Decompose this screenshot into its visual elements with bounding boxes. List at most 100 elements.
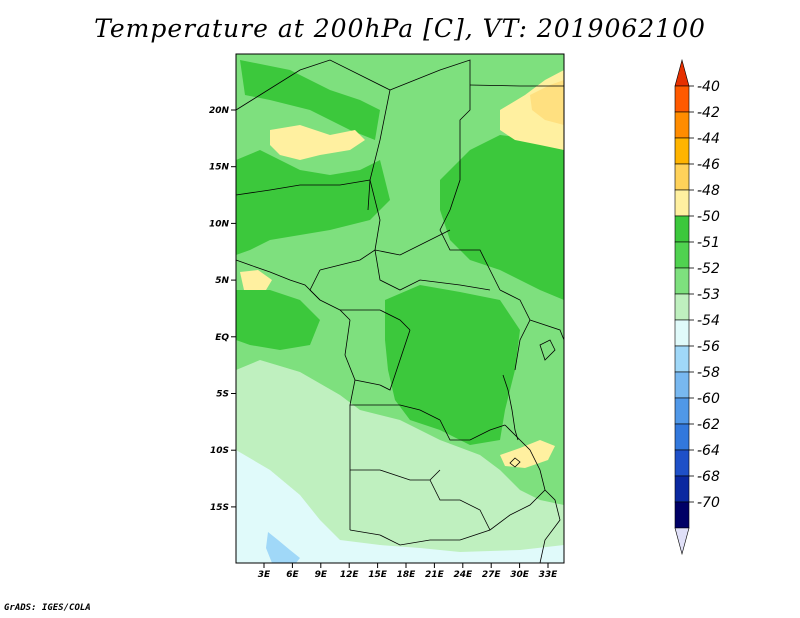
legend-swatch xyxy=(674,163,690,191)
lon-label: 30E xyxy=(510,570,530,580)
lon-label: 15E xyxy=(368,570,388,580)
legend-label: -46 xyxy=(697,157,720,173)
legend-label: -64 xyxy=(697,443,720,459)
legend-label: -56 xyxy=(697,339,720,355)
field-region-52-congo xyxy=(385,285,520,445)
map-title: Temperature at 200hPa [C], VT: 201906210… xyxy=(94,14,706,43)
lat-label: 5S xyxy=(216,390,229,400)
legend-label: -42 xyxy=(697,105,720,121)
coastline xyxy=(235,259,321,301)
border-line xyxy=(429,479,491,531)
border-line xyxy=(235,59,391,211)
legend-swatch xyxy=(674,449,690,477)
field-region-50-west xyxy=(240,270,272,290)
legend-swatch xyxy=(674,111,690,139)
field-region-52-west xyxy=(236,150,390,255)
border-line xyxy=(389,59,471,211)
border-line xyxy=(349,529,460,546)
legend-swatch xyxy=(674,397,690,425)
lake-outline xyxy=(539,339,556,361)
field-region-56 xyxy=(236,450,564,563)
legend-swatch xyxy=(674,215,690,243)
legend-label: -60 xyxy=(697,391,720,407)
legend-swatch xyxy=(674,501,690,529)
field-region-54-south xyxy=(236,360,564,563)
lon-label: 12E xyxy=(340,570,360,580)
legend-label: -48 xyxy=(697,183,720,199)
legend-swatch xyxy=(674,293,690,321)
legend-swatch xyxy=(674,85,690,113)
lon-label: 6E xyxy=(286,570,299,580)
lon-label: 18E xyxy=(397,570,417,580)
border-line xyxy=(235,179,371,196)
temperature-field xyxy=(236,54,564,563)
border-line xyxy=(469,84,564,87)
legend-swatch xyxy=(674,319,690,347)
border-line xyxy=(349,379,441,421)
border-line xyxy=(374,229,451,256)
longitude-axis: 3E 6E 9E 12E 15E 18E 21E 24E 27E 30E 33E xyxy=(258,563,558,580)
legend-swatch xyxy=(674,475,690,503)
legend-swatch xyxy=(674,137,690,165)
legend-arrow-top xyxy=(674,58,690,87)
lat-label: EQ xyxy=(215,333,229,343)
legend-label: -54 xyxy=(697,313,720,329)
legend-swatch xyxy=(674,423,690,451)
legend-swatch xyxy=(674,267,690,295)
legend-swatch xyxy=(674,371,690,399)
border-line xyxy=(344,319,381,386)
legend-swatch xyxy=(674,189,690,217)
legend-label: -50 xyxy=(697,209,720,225)
field-region-52-east xyxy=(440,135,564,300)
field-region-52-north xyxy=(240,60,380,140)
lon-label: 24E xyxy=(453,570,473,580)
field-region-50-se xyxy=(500,440,555,468)
field-region-58 xyxy=(266,532,300,563)
lat-label: 20N xyxy=(209,106,230,116)
lake-outline xyxy=(502,374,519,441)
legend-label: -70 xyxy=(697,495,720,511)
lat-label: 10S xyxy=(210,446,229,456)
legend-swatch xyxy=(674,345,690,373)
grads-credit: GrADS: IGES/COLA xyxy=(4,603,91,613)
legend-label: -58 xyxy=(697,365,720,381)
legend-label: -40 xyxy=(697,79,720,95)
lon-label: 33E xyxy=(539,570,559,580)
latitude-axis: 20N 15N 10N 5N EQ 5S 10S 15S xyxy=(209,106,236,513)
legend-swatch xyxy=(674,241,690,269)
border-line xyxy=(374,249,491,291)
border-line xyxy=(529,319,565,341)
legend-label: -52 xyxy=(697,261,720,277)
legend-label: -62 xyxy=(697,417,720,433)
lat-label: 5N xyxy=(215,276,229,286)
legend-arrow-bottom xyxy=(674,527,690,556)
country-borders xyxy=(235,59,565,564)
lon-label: 27E xyxy=(482,570,502,580)
border-line xyxy=(340,309,411,331)
lakes xyxy=(235,259,556,468)
lon-label: 21E xyxy=(425,570,445,580)
lat-label: 15S xyxy=(210,503,229,513)
field-region-48-ne xyxy=(530,80,564,125)
border-line xyxy=(539,489,561,564)
lon-label: 9E xyxy=(315,570,328,580)
legend-label: -53 xyxy=(697,287,720,303)
border-line xyxy=(319,179,381,271)
field-region-50-north xyxy=(270,125,365,160)
legend-label: -68 xyxy=(697,469,720,485)
border-line xyxy=(439,209,501,291)
border-line xyxy=(379,329,411,391)
lake-outline xyxy=(509,457,521,468)
legend-label: -51 xyxy=(697,235,720,251)
legend-label: -44 xyxy=(697,131,720,147)
field-region-52-guinea xyxy=(236,290,320,350)
border-line xyxy=(439,419,506,441)
lat-label: 10N xyxy=(209,219,230,229)
border-line xyxy=(504,424,546,516)
plot-frame xyxy=(235,53,565,564)
color-legend: -40 -42 -44 -46 -48 -50 -51 -52 -53 -54 -56 -58 -60 -… xyxy=(674,58,720,556)
lon-label: 3E xyxy=(258,570,271,580)
lat-label: 15N xyxy=(209,163,230,173)
border-line xyxy=(350,469,441,481)
